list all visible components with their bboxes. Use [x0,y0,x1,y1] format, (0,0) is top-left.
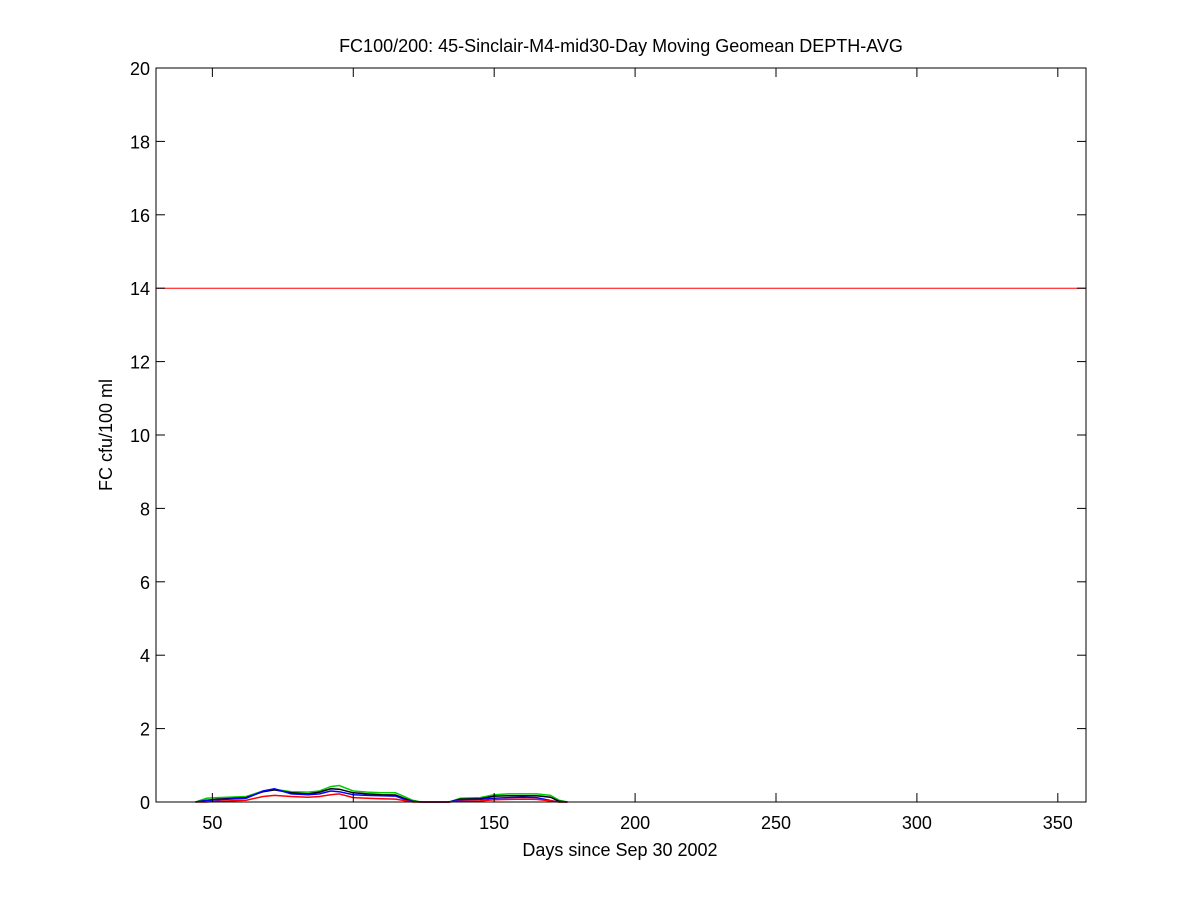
y-tick-label: 0 [140,793,150,813]
x-tick-label: 200 [620,813,650,833]
y-tick-label: 16 [130,206,150,226]
series-line-4 [195,793,568,803]
series-line-3 [195,788,568,803]
y-tick-label: 14 [130,279,150,299]
x-axis: 50 100 150 200 250 300 350 [202,68,1073,833]
x-axis-title: Days since Sep 30 2002 [522,840,717,860]
x-tick-label: 100 [338,813,368,833]
y-tick-label: 18 [130,132,150,152]
x-tick-label: 300 [902,813,932,833]
series-line-2 [195,788,568,803]
y-axis: 0 2 4 6 8 10 12 14 16 18 20 [130,59,1086,813]
y-axis-title: FC cfu/100 ml [96,379,116,491]
x-tick-label: 350 [1043,813,1073,833]
x-tick-label: 50 [202,813,222,833]
y-tick-label: 2 [140,720,150,740]
y-tick-label: 6 [140,573,150,593]
x-tick-label: 250 [761,813,791,833]
y-tick-label: 10 [130,426,150,446]
chart-title: FC100/200: 45-Sinclair-M4-mid30-Day Movi… [339,36,903,56]
y-tick-label: 8 [140,499,150,519]
y-tick-label: 4 [140,646,150,666]
plot-area [156,287,1086,803]
x-tick-label: 150 [479,813,509,833]
y-tick-label: 20 [130,59,150,79]
y-tick-label: 12 [130,353,150,373]
